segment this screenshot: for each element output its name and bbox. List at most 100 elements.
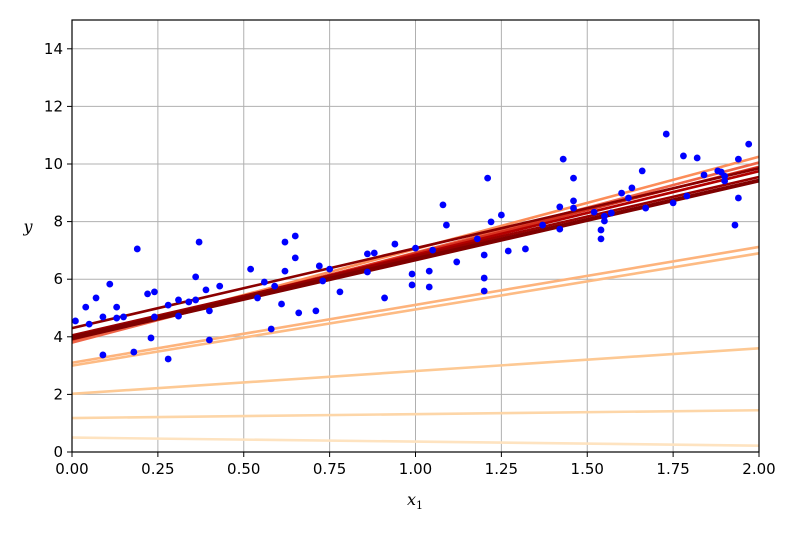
data-point — [429, 246, 437, 254]
data-point — [590, 208, 598, 216]
data-point — [99, 313, 107, 321]
regression-line — [71, 175, 760, 337]
data-point — [202, 286, 210, 294]
data-point — [113, 303, 121, 311]
x-tick-label: 2.00 — [742, 460, 775, 478]
data-point — [381, 294, 388, 302]
data-point — [336, 288, 344, 296]
data-point — [82, 303, 90, 311]
data-point — [260, 278, 268, 286]
data-point — [147, 334, 155, 342]
x-axis: 0.00 0.25 0.50 0.75 1.00 1.25 1.50 1.75 2.00 — [55, 452, 776, 478]
data-point — [326, 265, 334, 273]
data-point — [133, 245, 141, 253]
plot-area — [71, 19, 760, 453]
data-point — [734, 194, 742, 202]
data-point — [504, 247, 512, 255]
data-point — [480, 251, 488, 259]
x-tick-label: 0.00 — [55, 460, 88, 478]
data-point — [281, 238, 289, 246]
data-point — [638, 167, 646, 175]
data-point — [597, 235, 605, 243]
data-point — [443, 221, 450, 229]
data-point — [570, 174, 577, 182]
data-point — [370, 249, 378, 257]
data-point — [669, 199, 677, 207]
data-point — [113, 314, 121, 322]
data-point — [72, 317, 79, 325]
data-point — [570, 204, 577, 212]
y-tick-label: 4 — [53, 328, 63, 346]
regression-line — [71, 251, 760, 367]
data-point — [662, 130, 670, 138]
data-point — [734, 155, 742, 163]
y-tick-label: 2 — [53, 385, 63, 403]
data-point — [497, 211, 505, 219]
data-point — [206, 336, 213, 344]
data-point — [412, 244, 419, 252]
data-point — [731, 221, 739, 229]
data-point — [106, 280, 114, 288]
data-point — [130, 348, 138, 356]
data-point — [597, 226, 605, 234]
data-point — [281, 267, 289, 275]
data-point — [484, 174, 492, 182]
data-point — [721, 172, 729, 180]
data-point — [601, 217, 608, 225]
data-point — [267, 325, 275, 333]
x-axis-label: x1 — [407, 490, 423, 512]
data-point — [522, 245, 529, 253]
regression-line — [71, 436, 760, 447]
data-point — [625, 194, 632, 202]
data-point — [618, 189, 625, 197]
data-point — [745, 140, 753, 148]
data-point — [120, 313, 127, 321]
y-tick-label: 12 — [44, 97, 63, 115]
data-points — [72, 130, 753, 363]
data-point — [408, 270, 416, 278]
data-point — [144, 290, 151, 298]
data-point — [480, 274, 488, 282]
data-point — [700, 171, 708, 179]
data-point — [278, 300, 285, 308]
data-point — [556, 203, 564, 211]
data-point — [693, 154, 701, 162]
data-point — [291, 254, 299, 262]
data-point — [319, 277, 327, 285]
data-point — [99, 351, 107, 359]
x-tick-label: 1.25 — [485, 460, 518, 478]
data-point — [315, 262, 323, 270]
data-point — [175, 312, 182, 320]
data-point — [364, 250, 371, 258]
data-point — [453, 258, 461, 266]
data-point — [539, 221, 546, 229]
data-point — [480, 287, 488, 295]
data-point — [151, 288, 158, 296]
data-point — [642, 204, 650, 212]
data-point — [487, 218, 495, 226]
data-point — [683, 192, 691, 200]
x-tick-label: 1.75 — [656, 460, 689, 478]
x-tick-label: 0.50 — [227, 460, 260, 478]
data-point — [607, 209, 615, 217]
data-point — [192, 296, 200, 304]
data-point — [364, 268, 371, 276]
data-point — [439, 201, 447, 209]
data-point — [151, 313, 158, 321]
data-point — [271, 282, 279, 290]
data-point — [601, 212, 608, 220]
data-point — [680, 152, 687, 160]
data-point — [192, 273, 200, 281]
data-point — [559, 155, 567, 163]
data-point — [291, 232, 299, 240]
data-point — [254, 294, 261, 302]
regression-line — [71, 408, 760, 420]
regression-line — [71, 245, 760, 365]
data-point — [391, 240, 399, 248]
data-point — [556, 225, 564, 233]
y-axis-label: y — [22, 217, 33, 236]
data-point — [92, 294, 100, 302]
data-point — [408, 281, 416, 289]
y-tick-label: 8 — [53, 213, 63, 231]
